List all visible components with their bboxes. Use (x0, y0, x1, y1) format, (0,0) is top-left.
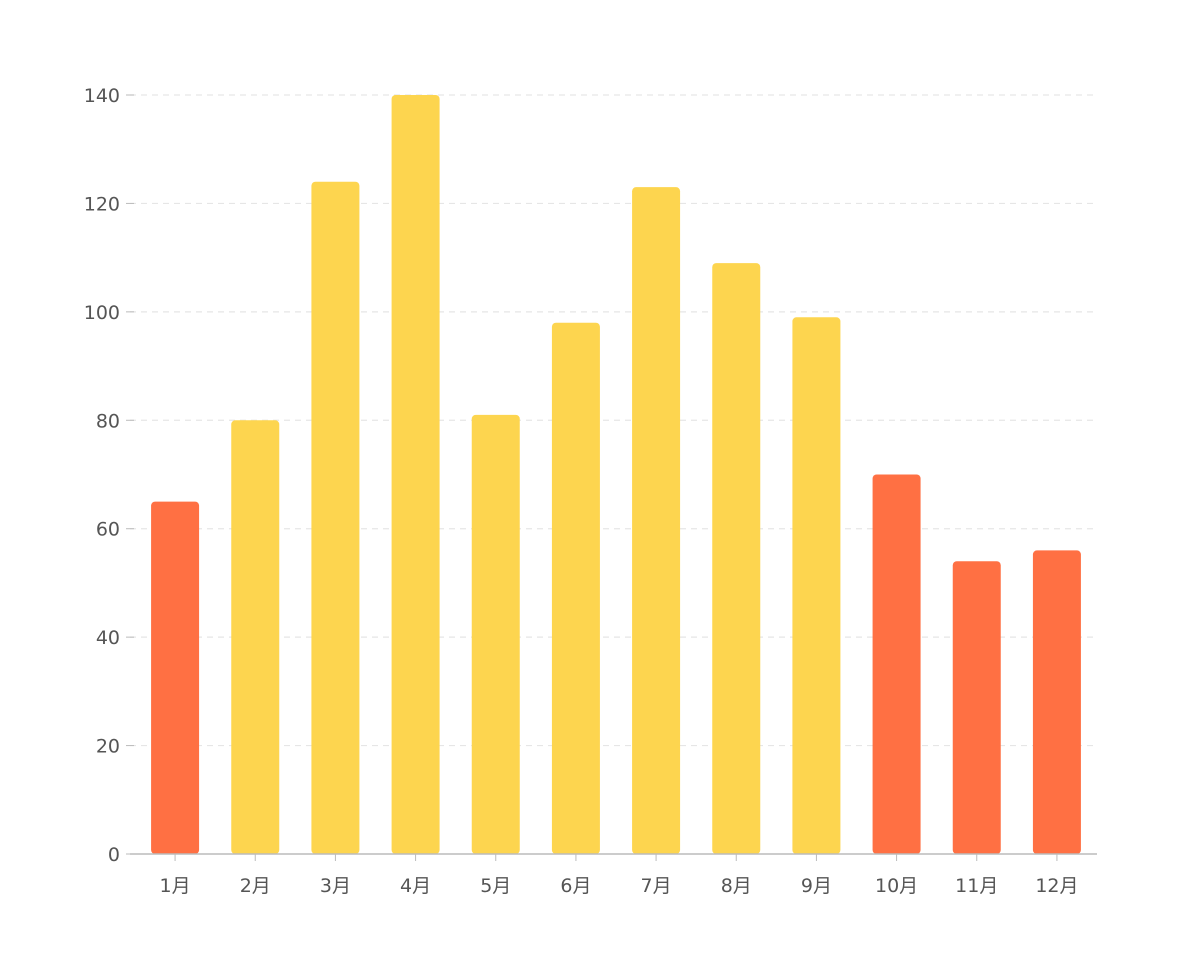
x-tick-label: 9月 (801, 875, 832, 897)
bar-1月 (151, 501, 200, 854)
y-axis: 0 20 40 60 80 100 120 140 (84, 85, 134, 866)
bar-4月 (391, 95, 440, 854)
x-tick-label: 6月 (560, 875, 591, 897)
bar-3月 (311, 181, 360, 854)
x-tick-label: 11月 (955, 875, 998, 897)
bar-10月 (872, 474, 921, 854)
x-tick-label: 8月 (721, 875, 752, 897)
y-tick-label: 100 (84, 302, 120, 324)
x-tick-label: 1月 (160, 875, 191, 897)
y-tick-label: 20 (96, 736, 120, 758)
x-tick-label: 10月 (875, 875, 918, 897)
bar-9月 (792, 317, 841, 854)
x-tick-label: 2月 (240, 875, 271, 897)
bar-12月 (1032, 550, 1081, 854)
x-axis: 1月 2月 3月 4月 5月 6月 7月 8月 9月 10月 11月 12月 (130, 853, 1097, 897)
bar-7月 (632, 187, 681, 854)
bar-8月 (712, 263, 761, 854)
gridlines (130, 94, 1095, 747)
bar-5月 (471, 414, 520, 854)
x-tick-label: 5月 (480, 875, 511, 897)
x-tick-label: 7月 (641, 875, 672, 897)
y-tick-label: 140 (84, 85, 120, 107)
y-tick-label: 0 (108, 844, 120, 866)
x-tick-label: 4月 (400, 875, 431, 897)
y-tick-label: 80 (96, 410, 120, 432)
y-tick-label: 60 (96, 519, 120, 541)
bar-2月 (231, 420, 280, 854)
bar-11月 (952, 561, 1001, 854)
x-tick-label: 3月 (320, 875, 351, 897)
bars (151, 95, 1081, 854)
x-tick-label: 12月 (1035, 875, 1078, 897)
bar-6月 (551, 322, 600, 854)
y-tick-label: 120 (84, 193, 120, 215)
y-tick-label: 40 (96, 627, 120, 649)
